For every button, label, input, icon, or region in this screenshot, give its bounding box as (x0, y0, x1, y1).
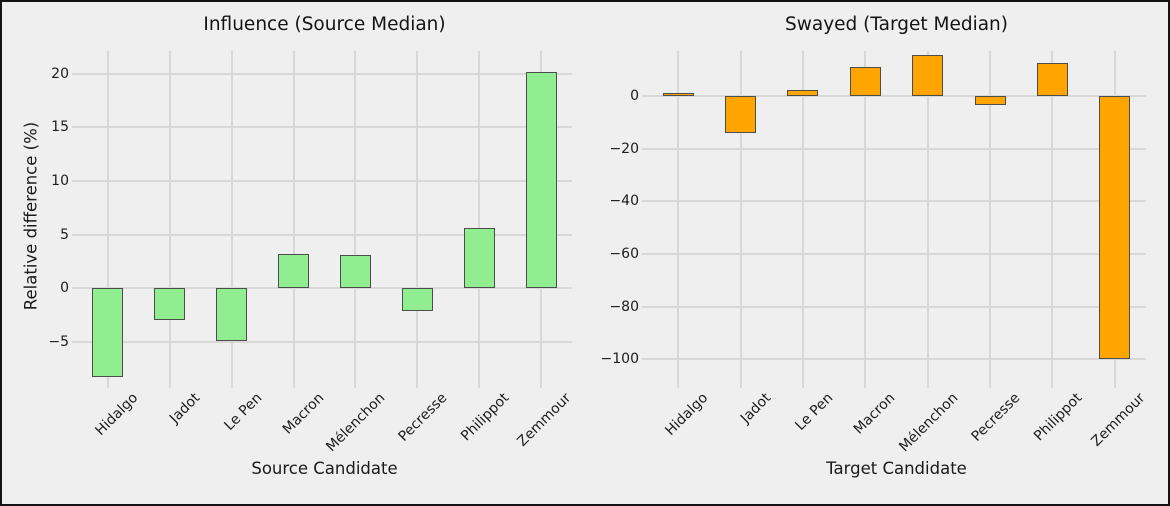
y-tick-label: −40 (609, 193, 639, 210)
x-gridline (864, 51, 867, 388)
x-gridline (1051, 51, 1054, 388)
bar-macron (278, 254, 310, 289)
y-gridline (642, 253, 1146, 256)
y-gridline (72, 341, 572, 344)
y-gridline (72, 72, 572, 75)
x-gridline (677, 51, 680, 388)
swayed-plot-area (642, 51, 1146, 388)
bar-macron (849, 66, 881, 97)
y-tick-label: −100 (600, 351, 639, 368)
y-tick-label: 10 (51, 173, 69, 189)
x-gridline (292, 51, 295, 388)
y-gridline (72, 233, 572, 236)
bar-le-pen (216, 288, 248, 342)
bar-le-pen (787, 89, 819, 97)
bar-jadot (725, 96, 757, 134)
influence-plot-area (72, 51, 572, 388)
y-gridline (72, 180, 572, 182)
y-tick-label: −5 (48, 334, 69, 351)
bar-pecresse (401, 288, 433, 311)
influence-x-axis-label: Source Candidate (251, 459, 398, 478)
x-gridline (416, 51, 419, 388)
bar-pecresse (974, 96, 1006, 105)
y-gridline (642, 358, 1146, 361)
bar-zemmour (525, 72, 557, 289)
x-gridline (989, 51, 992, 388)
x-gridline (168, 51, 171, 388)
y-tick-label: 20 (51, 65, 69, 82)
x-gridline (926, 51, 929, 388)
bar-mélenchon (339, 255, 371, 289)
y-gridline (72, 287, 572, 290)
bar-hidalgo (662, 93, 694, 97)
y-gridline (642, 305, 1146, 308)
y-gridline (642, 95, 1146, 98)
bar-zemmour (1099, 96, 1131, 360)
swayed-x-axis-label: Target Candidate (826, 459, 967, 478)
y-tick-label: 15 (51, 119, 69, 136)
y-tick-label: 0 (60, 280, 69, 297)
x-tick-label-hidalgo: Hidalgo (92, 390, 142, 439)
y-tick-label: 5 (60, 226, 69, 243)
x-gridline (230, 51, 233, 388)
x-gridline (354, 51, 357, 388)
bar-jadot (154, 288, 186, 320)
y-gridline (72, 126, 572, 129)
x-gridline (478, 51, 481, 388)
bar-philippot (463, 228, 495, 289)
x-gridline (106, 51, 109, 388)
bar-philippot (1036, 63, 1068, 97)
swayed-chart-title: Swayed (Target Median) (784, 14, 1008, 35)
y-tick-label: −20 (609, 140, 639, 157)
influence-chart-title: Influence (Source Median) (203, 14, 446, 35)
bar-hidalgo (92, 288, 124, 377)
y-tick-label: −60 (609, 246, 639, 263)
x-gridline (739, 51, 742, 388)
bar-mélenchon (912, 54, 944, 97)
y-gridline (642, 147, 1146, 150)
x-gridline (801, 51, 804, 388)
y-tick-label: −80 (609, 298, 639, 315)
y-tick-label: 0 (630, 88, 639, 105)
y-gridline (642, 200, 1146, 203)
